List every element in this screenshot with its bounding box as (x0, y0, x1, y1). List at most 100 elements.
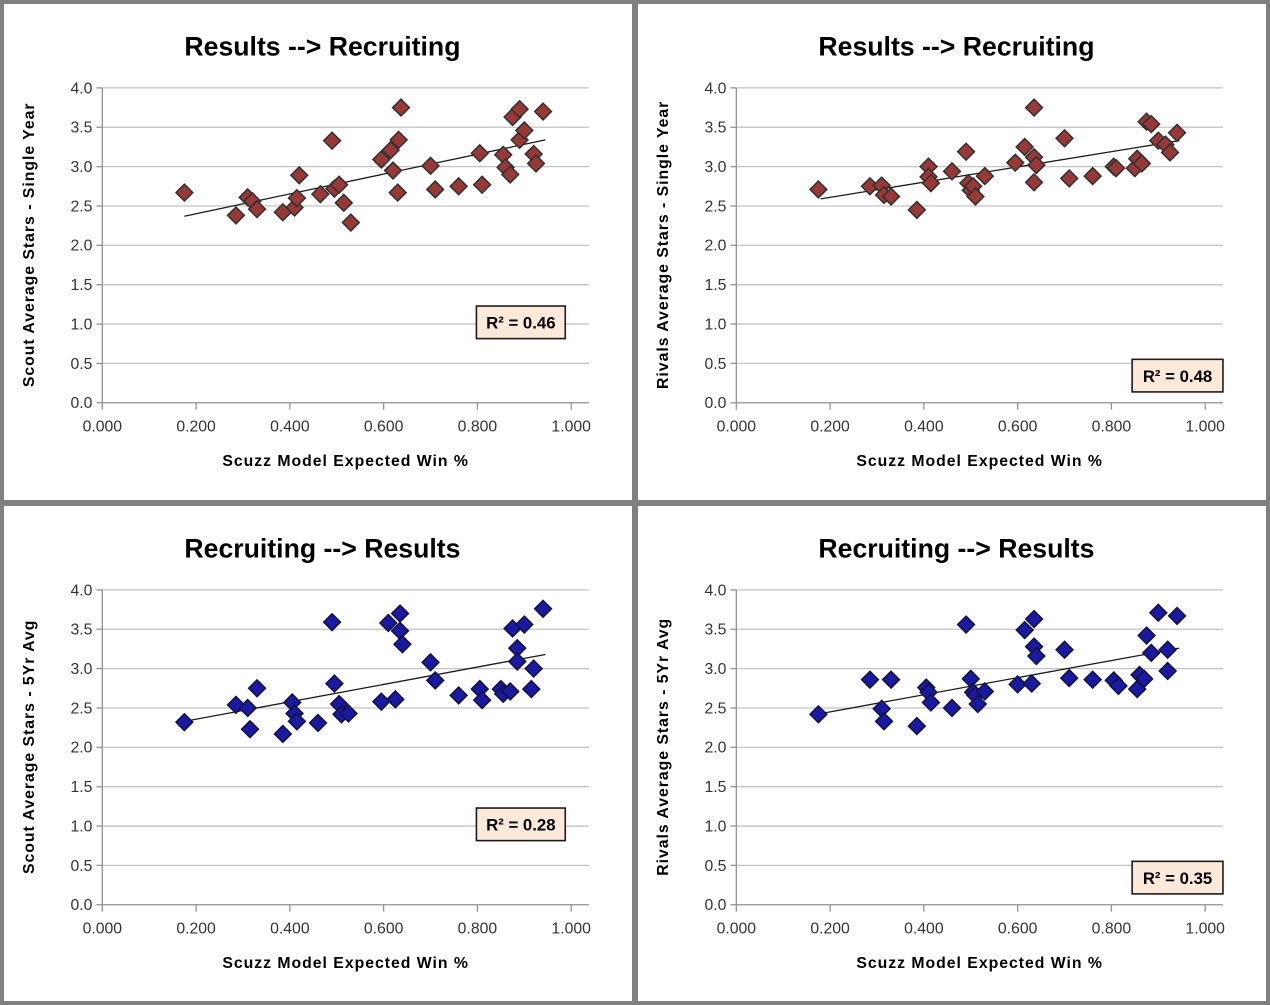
data-point-diamond (968, 694, 988, 713)
data-point-diamond (1132, 154, 1152, 173)
y-axis-title: Scout Average Stars - 5Yr Avg (21, 619, 38, 873)
data-point-diamond (226, 205, 246, 225)
data-point-diamond (907, 716, 927, 736)
y-tick-label: 1.5 (71, 277, 93, 294)
data-point-diamond (1148, 602, 1168, 622)
scatter-chart-recruiting-to-results-scout: 0.0 0.5 1.0 1.5 2.0 2.5 3.0 3.5 4.0 0.000 0.200 0.4… (21, 533, 591, 972)
data-point-diamond (1141, 642, 1161, 662)
data-point-diamond (381, 140, 401, 160)
r2-label-box (1131, 860, 1224, 895)
y-tick-label: 3.0 (705, 159, 727, 176)
data-point-diamond (339, 703, 358, 723)
chart-title: Results --> Recruiting (184, 31, 460, 61)
y-tick-label: 2.5 (705, 700, 727, 717)
x-axis-title: Scuzz Model Expected Win % (856, 453, 1103, 470)
r2-label: R² = 0.35 (1143, 869, 1212, 888)
data-point-diamond (449, 176, 469, 196)
data-point-diamond (1022, 673, 1042, 693)
x-tick-label: 0.800 (458, 418, 498, 435)
r2-label: R² = 0.28 (486, 815, 555, 834)
trendline (184, 139, 546, 217)
data-point-diamond (273, 724, 293, 743)
data-point-diamond (507, 651, 527, 671)
scatter-chart-results-to-recruiting-scout: 0.0 0.5 1.0 1.5 2.0 2.5 3.0 3.5 4.0 0.000 0.200 0.4… (21, 31, 591, 470)
y-tick-label: 1.0 (705, 818, 727, 835)
y-tick-label: 3.0 (71, 159, 93, 176)
data-point-diamond (378, 613, 398, 632)
y-tick-label: 1.5 (705, 277, 727, 294)
data-point-diamond (1055, 128, 1074, 148)
y-tick-label: 0.0 (705, 395, 727, 412)
data-point-diamond (371, 150, 391, 169)
data-point-diamond (322, 131, 342, 151)
r2-label-box (475, 806, 567, 841)
data-point-diamond (514, 614, 534, 634)
y-tick-label: 4.0 (71, 80, 93, 97)
data-point-diamond (514, 120, 534, 140)
data-point-diamond (287, 711, 307, 731)
data-point-diamond (808, 180, 828, 199)
data-point-diamond (881, 669, 901, 689)
y-tick-label: 4.0 (705, 582, 727, 599)
data-point-diamond (385, 689, 405, 709)
data-point-diamond (921, 173, 941, 193)
y-tick-label: 0.5 (705, 356, 727, 373)
data-point-diamond (425, 670, 445, 690)
x-tick-label: 0.400 (270, 920, 310, 937)
x-tick-label: 0.800 (1092, 920, 1132, 937)
x-tick-label: 0.400 (270, 418, 310, 435)
y-tick-label: 3.5 (71, 120, 93, 137)
data-point-diamond (391, 98, 411, 118)
data-point-diamond (521, 679, 541, 699)
y-tick-label: 2.0 (71, 238, 93, 255)
x-tick-label: 0.400 (904, 920, 944, 937)
data-point-diamond (975, 681, 995, 701)
data-point-diamond (1167, 605, 1187, 625)
data-point-diamond (388, 183, 408, 203)
scatter-chart-results-to-recruiting-rivals: 0.0 0.5 1.0 1.5 2.0 2.5 3.0 3.5 4.0 0.000 0.200 0.4… (655, 31, 1225, 470)
y-tick-label: 2.0 (705, 739, 727, 756)
r2-label-box (475, 305, 567, 340)
data-point-diamond (526, 154, 546, 173)
chart-title: Results --> Recruiting (818, 31, 1094, 61)
data-point-diamond (308, 712, 328, 732)
data-point-diamond (174, 183, 194, 203)
chart-title: Recruiting --> Results (184, 533, 460, 563)
data-point-diamond (329, 175, 349, 195)
data-point-diamond (874, 711, 894, 731)
y-axis-title: Scout Average Stars - Single Year (21, 103, 38, 388)
y-axis-title: Rivals Average Stars - 5Yr Avg (655, 617, 672, 875)
x-tick-label: 0.200 (176, 920, 216, 937)
data-point-diamond (472, 175, 492, 195)
data-point-diamond (1024, 172, 1044, 192)
x-tick-label: 0.600 (364, 920, 404, 937)
y-tick-label: 0.5 (71, 857, 93, 874)
data-point-diamond (1158, 661, 1178, 680)
data-point-diamond (500, 681, 520, 701)
y-tick-label: 0.5 (71, 356, 93, 373)
r2-label-box (1131, 358, 1224, 393)
y-tick-label: 1.0 (705, 316, 727, 333)
data-point-diamond (322, 612, 342, 632)
x-tick-label: 0.000 (717, 920, 757, 937)
data-point-diamond (238, 698, 258, 717)
x-tick-label: 0.000 (717, 418, 757, 435)
data-point-diamond (1008, 674, 1028, 694)
quadrant-top-left: 0.0 0.5 1.0 1.5 2.0 2.5 3.0 3.5 4.0 0.000 0.200 0.4… (4, 4, 632, 500)
x-tick-label: 0.400 (904, 418, 944, 435)
x-axis-title: Scuzz Model Expected Win % (222, 453, 469, 470)
data-point-diamond (524, 658, 544, 678)
data-point-diamond (1059, 168, 1079, 188)
data-point-diamond (421, 156, 440, 176)
x-tick-label: 0.000 (83, 920, 123, 937)
y-tick-label: 2.5 (705, 198, 727, 215)
data-point-diamond (421, 652, 440, 672)
data-point-diamond (1134, 668, 1154, 688)
data-point-diamond (860, 669, 880, 689)
y-tick-label: 0.5 (705, 857, 727, 874)
data-point-diamond (1015, 620, 1035, 639)
data-point-diamond (334, 193, 354, 213)
data-point-diamond (287, 188, 307, 208)
data-point-diamond (310, 184, 330, 204)
